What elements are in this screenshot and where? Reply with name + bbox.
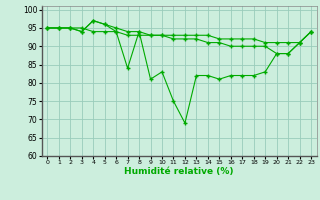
X-axis label: Humidité relative (%): Humidité relative (%) (124, 167, 234, 176)
